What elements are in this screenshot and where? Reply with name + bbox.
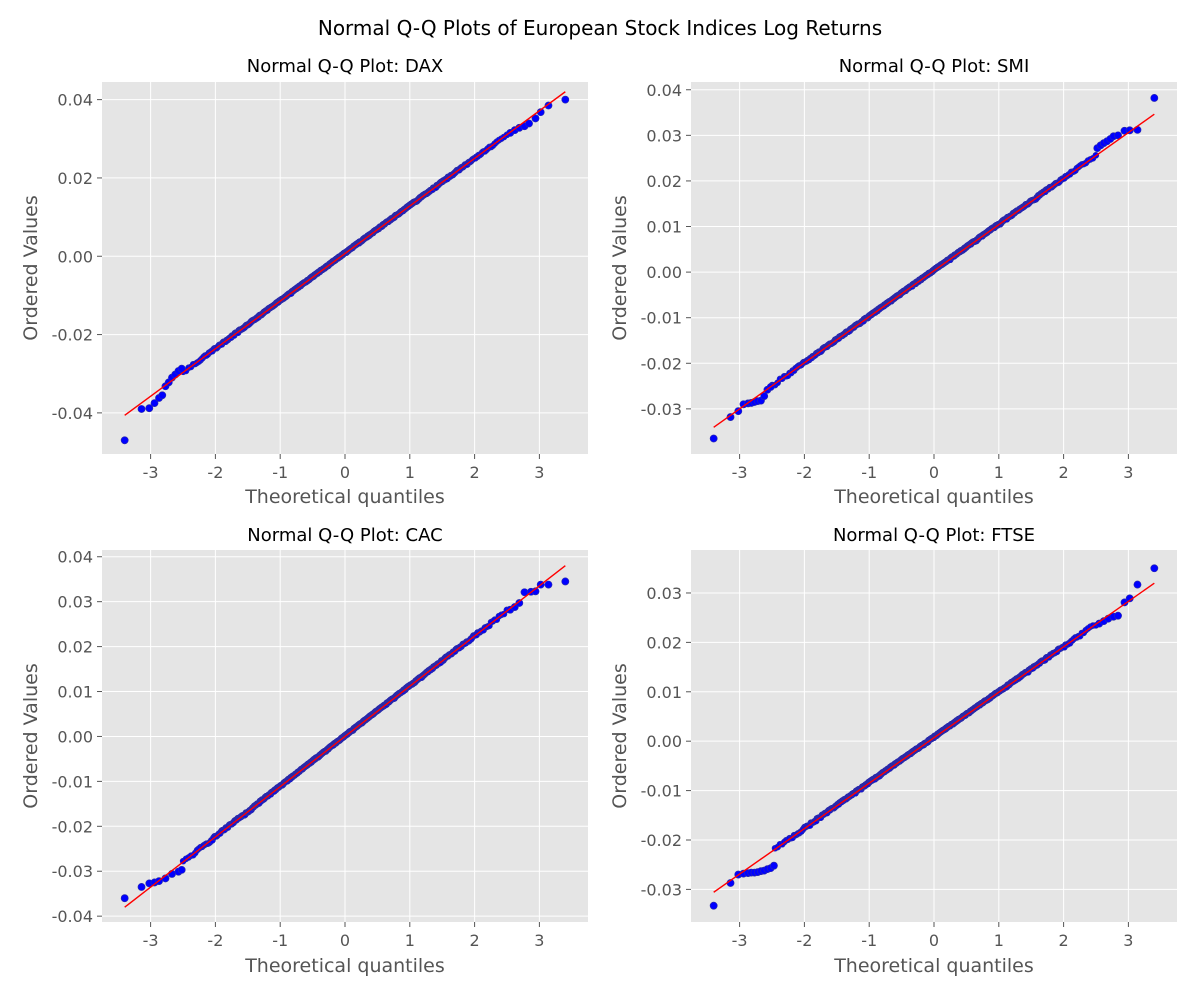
panel-title-dax: Normal Q-Q Plot: DAX — [247, 56, 443, 77]
x-tick-label: 2 — [1059, 463, 1069, 482]
y-tick-label: -0.01 — [52, 772, 93, 791]
data-point — [544, 580, 553, 589]
y-tick-label: 0.03 — [646, 584, 682, 603]
x-tick-label: 1 — [994, 931, 1004, 950]
y-tick-label: 0.04 — [57, 91, 93, 110]
x-tick-label: 0 — [340, 931, 350, 950]
marks-smi — [709, 94, 1159, 443]
x-tick-label: -2 — [207, 463, 223, 482]
x-tick-label: -1 — [861, 463, 877, 482]
x-tick-label: 0 — [929, 463, 939, 482]
y-tick-label: -0.04 — [52, 907, 93, 926]
y-tick-label: 0.04 — [646, 81, 682, 100]
y-tick-label: -0.02 — [52, 326, 93, 345]
data-point — [525, 119, 533, 128]
y-tick-label: 0.03 — [646, 126, 682, 145]
y-tick-label: 0.04 — [57, 548, 93, 567]
data-point — [177, 364, 186, 373]
data-point — [145, 404, 154, 413]
x-tick-label: 3 — [1123, 931, 1133, 950]
x-tick-label: 2 — [470, 931, 480, 950]
y-tick-label: 0.00 — [646, 732, 682, 751]
qq-panel-dax: Normal Q-Q Plot: DAX -3 -2 -1 0 1 2 3 -0.04 -0.0… — [20, 56, 588, 508]
y-tick-label: 0.00 — [646, 263, 682, 282]
x-tick-label: 3 — [534, 931, 544, 950]
data-point — [544, 101, 553, 110]
x-tick-label: 0 — [340, 463, 350, 482]
x-tick-label: -1 — [272, 931, 288, 950]
x-tick-label: -1 — [272, 463, 288, 482]
fit-line — [124, 91, 566, 416]
y-tick-label: 0.02 — [646, 633, 682, 652]
x-tick-label: -3 — [732, 463, 748, 482]
x-tick-label: 1 — [405, 931, 415, 950]
y-tick-label: -0.01 — [641, 782, 682, 801]
x-tick-label: 0 — [929, 931, 939, 950]
x-tick-label: -3 — [143, 931, 159, 950]
x-tick-label: 3 — [1123, 463, 1133, 482]
y-tick-label: -0.04 — [52, 404, 93, 423]
y-tick-label: -0.03 — [52, 862, 93, 881]
y-tick-label: -0.03 — [641, 400, 682, 419]
y-tick-label: -0.02 — [641, 831, 682, 850]
x-tick-label: 2 — [1059, 931, 1069, 950]
y-tick-label: -0.03 — [641, 880, 682, 899]
ticks-dax: -3 -2 -1 0 1 2 3 -0.04 -0.02 0.00 0.02 0.04 — [52, 91, 545, 482]
y-tick-label: -0.02 — [641, 354, 682, 373]
qq-panel-cac: Normal Q-Q Plot: CAC -3 -2 -1 0 1 2 3 -0.04 -0.0… — [20, 525, 588, 977]
ticks-smi: -3 -2 -1 0 1 2 3 -0.03 -0.02 -0.01 0.00 0.01 0.02 0.0… — [641, 81, 1134, 482]
panel-title-ftse: Normal Q-Q Plot: FTSE — [833, 525, 1035, 546]
y-tick-label: -0.01 — [641, 309, 682, 328]
marks-dax — [120, 91, 570, 445]
data-point — [158, 391, 167, 400]
x-tick-label: 1 — [994, 463, 1004, 482]
y-axis-label-smi: Ordered Values — [609, 195, 631, 340]
data-point — [120, 436, 129, 445]
y-axis-label-dax: Ordered Values — [20, 195, 42, 340]
data-point — [709, 434, 718, 443]
y-tick-label: 0.01 — [646, 218, 682, 237]
data-point — [137, 883, 146, 891]
x-tick-label: -2 — [796, 931, 812, 950]
x-axis-label-dax: Theoretical quantiles — [244, 486, 445, 508]
x-tick-label: -3 — [143, 463, 159, 482]
data-point — [150, 399, 159, 407]
x-tick-label: -2 — [207, 931, 223, 950]
x-tick-label: -2 — [796, 463, 812, 482]
data-point — [177, 865, 186, 874]
figure-title: Normal Q-Q Plots of European Stock Indic… — [318, 16, 882, 40]
x-tick-label: -3 — [732, 931, 748, 950]
y-tick-label: 0.00 — [57, 247, 93, 266]
y-tick-label: 0.03 — [57, 593, 93, 612]
data-point — [561, 577, 570, 586]
qq-panel-smi: Normal Q-Q Plot: SMI -3 -2 -1 0 1 2 3 -0.03 -0.0… — [609, 56, 1177, 508]
x-axis-label-cac: Theoretical quantiles — [244, 955, 445, 977]
x-axis-label-smi: Theoretical quantiles — [833, 486, 1034, 508]
y-tick-label: 0.01 — [57, 683, 93, 702]
qq-panel-ftse: Normal Q-Q Plot: FTSE -3 -2 -1 0 1 2 3 -0.03 -0.… — [609, 525, 1177, 977]
data-point — [561, 95, 570, 104]
y-tick-label: 0.02 — [57, 638, 93, 657]
panel-title-cac: Normal Q-Q Plot: CAC — [247, 525, 442, 546]
data-point — [137, 405, 146, 413]
x-tick-label: 2 — [470, 463, 480, 482]
y-tick-label: -0.02 — [52, 817, 93, 836]
y-tick-label: 0.01 — [646, 683, 682, 702]
x-tick-label: 1 — [405, 463, 415, 482]
data-point — [531, 114, 540, 123]
y-tick-label: 0.02 — [57, 169, 93, 188]
y-tick-label: 0.00 — [57, 727, 93, 746]
x-tick-label: 3 — [534, 463, 544, 482]
y-tick-label: 0.02 — [646, 172, 682, 191]
panel-title-smi: Normal Q-Q Plot: SMI — [839, 56, 1030, 77]
data-point — [1150, 94, 1159, 102]
y-axis-label-cac: Ordered Values — [20, 663, 42, 808]
data-point — [120, 894, 129, 903]
x-tick-label: -1 — [861, 931, 877, 950]
